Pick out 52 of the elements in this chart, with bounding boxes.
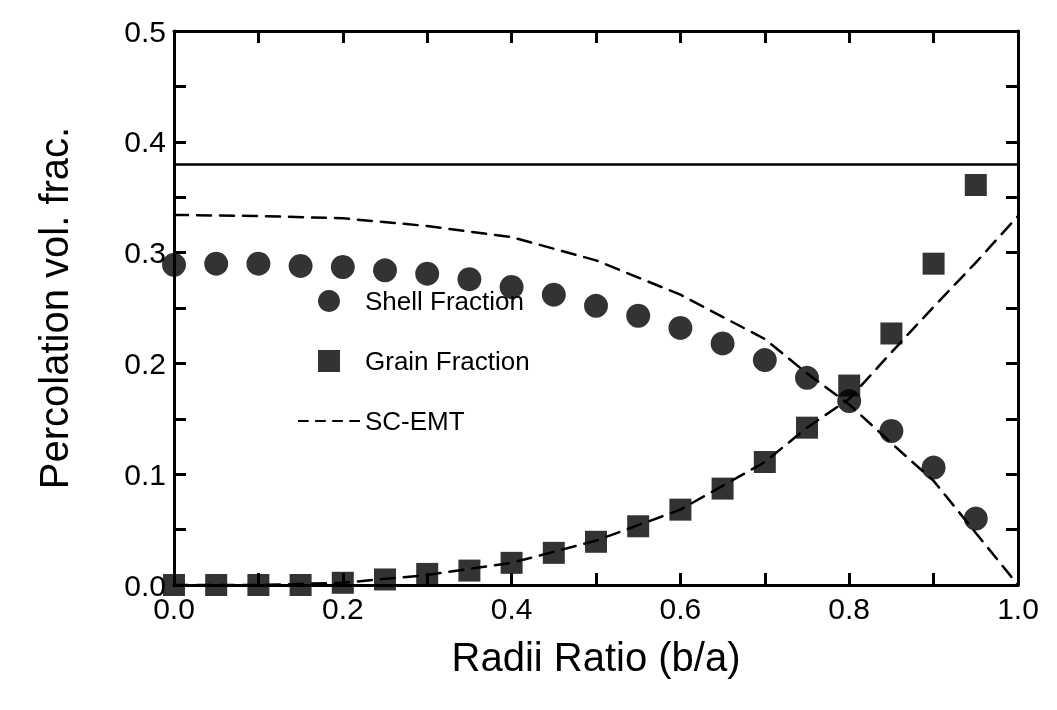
point [627,515,650,538]
point [246,251,271,276]
point [626,303,651,328]
point [373,258,397,283]
point [584,293,608,318]
point [542,541,565,564]
point [710,331,735,356]
point [163,574,185,596]
y-tick-label: 0.4 [124,125,166,159]
y-tick-label: 0.3 [124,236,166,270]
point [922,252,945,275]
y-axis-title: Percolation vol. frac. [32,126,76,490]
point [880,322,903,345]
point [500,551,523,574]
point [963,506,988,531]
x-tick-label: 0.8 [828,591,871,625]
point [331,571,354,594]
point [541,282,566,307]
point [330,255,355,279]
legend-label: Grain Fraction [365,346,530,376]
legend-label: SC-EMT [365,406,465,436]
point [585,530,607,553]
point [416,562,439,585]
point [415,261,440,286]
point [204,251,229,276]
x-axis-title: Radii Ratio (b/a) [451,635,741,679]
x-tick-label: 0.4 [490,591,533,625]
point [457,267,482,292]
point [205,574,228,596]
point [669,498,692,521]
point [752,348,777,373]
point [668,315,693,340]
legend-label: Shell Fraction [365,286,524,316]
x-tick-label: 0.6 [659,591,702,625]
y-tick-label: 0.2 [124,346,166,380]
point [711,477,734,500]
point [921,455,946,480]
y-tick-label: 0.5 [124,14,166,48]
point [964,174,987,197]
point [879,418,904,443]
point [289,574,312,596]
point [288,253,313,278]
point [838,374,861,397]
point [795,365,819,390]
point [374,568,396,591]
point [796,416,818,439]
x-tick-label: 1.0 [997,591,1039,625]
point [753,451,776,474]
x-tick-label: 0.2 [321,591,364,625]
y-tick-label: 0.1 [124,457,166,491]
point [247,574,270,596]
point [458,559,481,582]
